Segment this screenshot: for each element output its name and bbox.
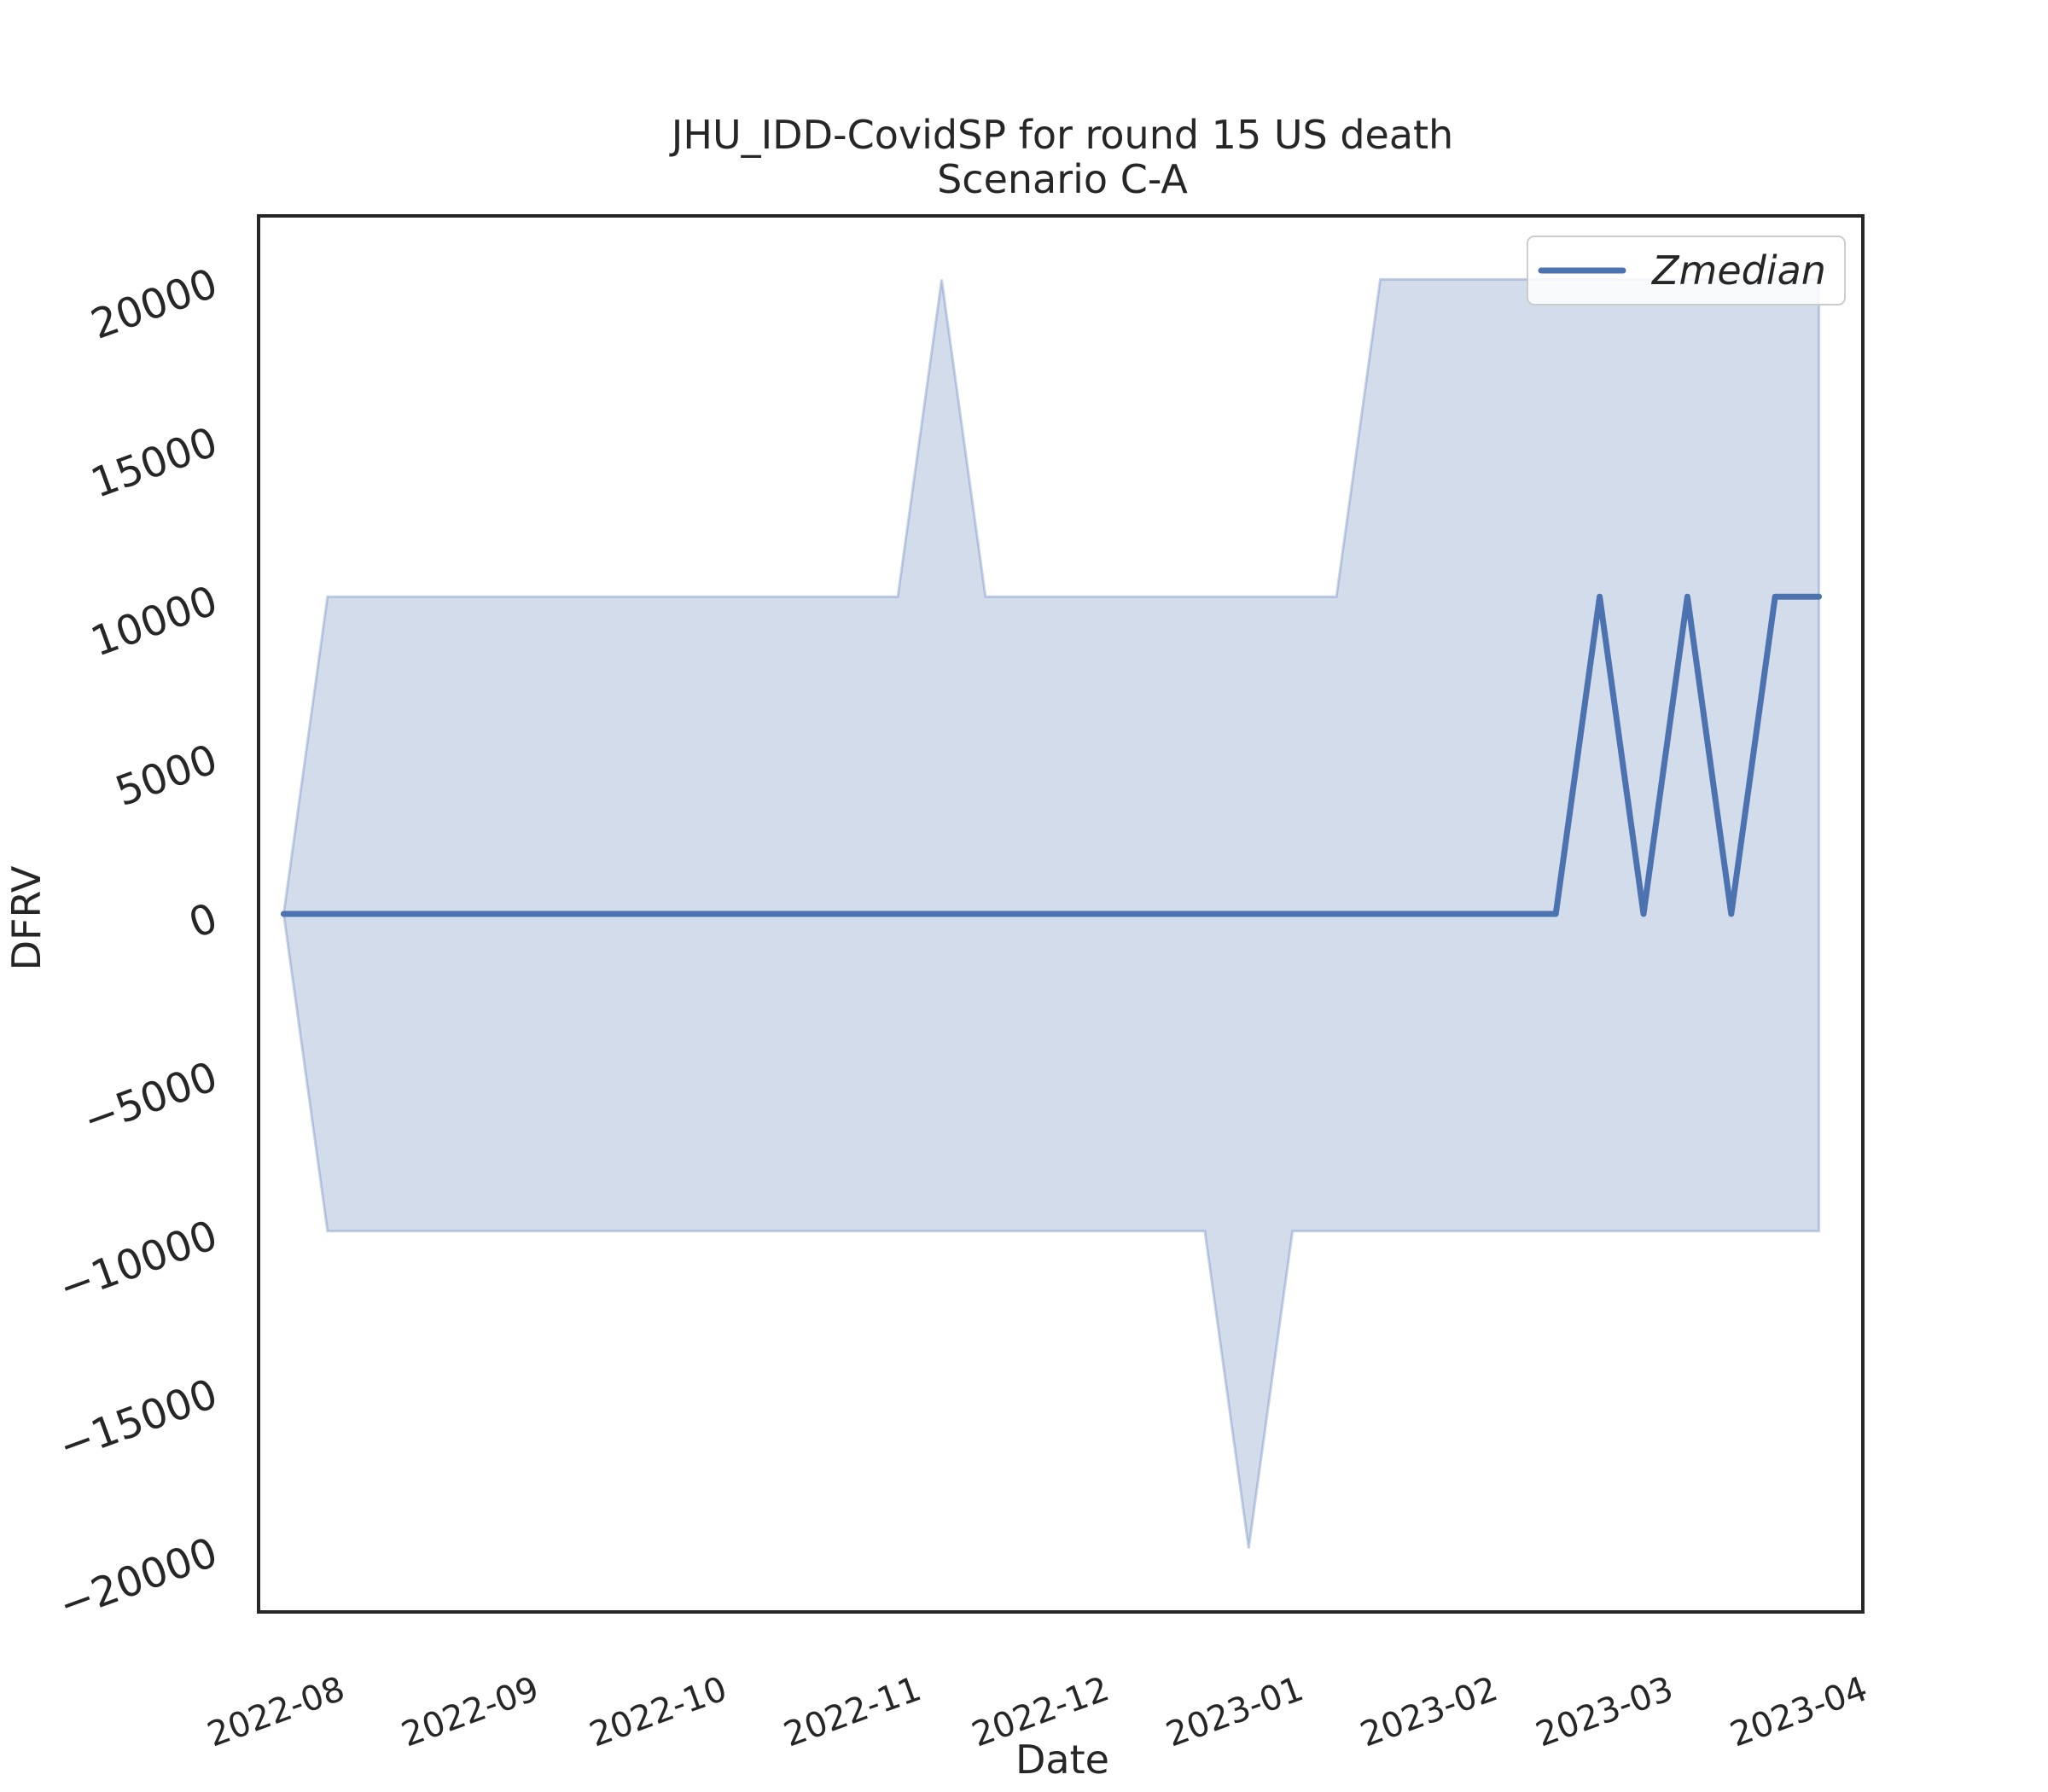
y-tick-label: 15000 [84,418,224,508]
y-tick-label: 10000 [84,577,224,666]
x-tick-label: 2023-02 [1355,1669,1503,1754]
y-tick-label: −15000 [53,1370,224,1471]
y-axis-label: DFRV [3,865,49,970]
chart-subtitle: Scenario C-A [937,156,1188,202]
series-line-zmedian [280,593,1823,917]
y-tick-label: 0 [183,894,224,948]
legend-label-zmedian: Zmedian [1650,247,1826,294]
x-axis-label: Date [1015,1737,1109,1783]
y-tick-label: −10000 [53,1211,224,1312]
y-tick-label: 5000 [109,736,224,816]
legend: Zmedian [1527,236,1846,305]
x-tick-label: 2022-08 [202,1669,350,1754]
y-tick-label: −20000 [53,1528,224,1630]
x-tick-label: 2023-03 [1531,1669,1679,1754]
plot-area [280,277,1823,1549]
x-tick-label: 2022-10 [585,1669,732,1754]
y-tick-label: −5000 [77,1053,224,1145]
x-tick-label: 2023-04 [1725,1669,1873,1754]
x-tick-label: 2022-11 [779,1669,927,1754]
chart-title: JHU_IDD-CovidSP for round 15 US death [669,112,1453,158]
y-tick-label: 20000 [84,259,224,349]
legend-box [1527,236,1846,305]
plot-frame [257,214,1865,1614]
x-tick-label: 2022-09 [397,1669,544,1754]
x-tick-label: 2023-01 [1161,1669,1309,1754]
y-axis: −20000 −15000 −10000 −5000 0 5000 10000 15000 20… [53,259,224,1630]
